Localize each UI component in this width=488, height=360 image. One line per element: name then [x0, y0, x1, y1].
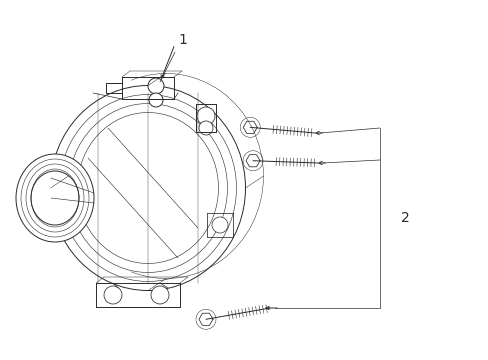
Circle shape — [151, 286, 169, 304]
Circle shape — [197, 107, 215, 125]
Circle shape — [199, 121, 213, 135]
Circle shape — [149, 93, 163, 107]
Text: 2: 2 — [400, 211, 408, 225]
Circle shape — [148, 78, 163, 94]
Circle shape — [212, 217, 227, 233]
Ellipse shape — [16, 154, 94, 242]
Text: 1: 1 — [178, 33, 187, 47]
Circle shape — [104, 286, 122, 304]
